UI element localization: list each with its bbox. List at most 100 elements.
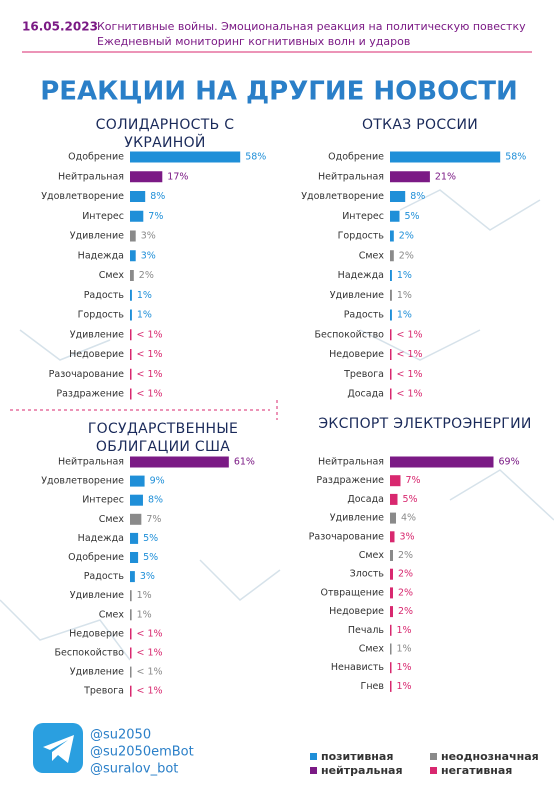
bar	[130, 609, 132, 621]
bar	[130, 571, 135, 583]
category-label: Смех	[359, 250, 385, 261]
bar	[390, 643, 392, 655]
category-label: Удивление	[70, 231, 124, 242]
category-label: Печаль	[348, 625, 384, 636]
value-label: 3%	[141, 231, 156, 242]
category-label: Тревога	[83, 686, 124, 697]
value-label: 58%	[505, 152, 526, 163]
bar	[390, 475, 401, 487]
value-label: 58%	[245, 152, 266, 163]
bar	[390, 329, 392, 341]
chart-title: ЭКСПОРТ ЭЛЕКТРОЭНЕРГИИ	[318, 416, 532, 432]
bar	[130, 151, 241, 163]
value-label: 9%	[150, 476, 165, 487]
bar	[130, 210, 144, 222]
bar	[130, 475, 145, 487]
category-label: Смех	[359, 644, 385, 655]
value-label: < 1%	[397, 389, 423, 400]
bar	[390, 662, 392, 674]
bar	[130, 329, 132, 341]
handle[interactable]: @suralov_bot	[90, 762, 178, 777]
value-label: 8%	[150, 191, 165, 202]
bar	[390, 512, 396, 524]
category-label: Интерес	[82, 495, 124, 506]
value-label: 1%	[397, 662, 412, 673]
value-label: 2%	[398, 587, 413, 598]
value-label: 2%	[398, 606, 413, 617]
bar	[390, 191, 406, 202]
bar	[130, 368, 132, 380]
value-label: 7%	[146, 514, 161, 525]
category-label: Злость	[350, 569, 385, 580]
value-label: < 1%	[137, 667, 163, 678]
value-label: < 1%	[137, 389, 163, 400]
value-label: 8%	[148, 495, 163, 506]
value-label: < 1%	[397, 349, 423, 360]
value-label: 5%	[143, 533, 158, 544]
legend-swatch	[310, 753, 317, 760]
bar	[390, 171, 430, 183]
value-label: 17%	[167, 171, 188, 182]
category-label: Тревога	[343, 369, 384, 380]
category-label: Радость	[344, 310, 385, 321]
bar	[130, 270, 134, 281]
bar	[390, 230, 394, 242]
category-label: Беспокойство	[54, 648, 124, 659]
bar	[130, 628, 132, 640]
bar	[390, 587, 393, 599]
value-label: 7%	[406, 475, 421, 486]
bar	[130, 552, 139, 563]
bar	[130, 171, 163, 183]
value-label: 3%	[141, 250, 156, 261]
category-label: Смех	[99, 270, 125, 281]
category-label: Нейтральная	[58, 171, 124, 182]
bar	[390, 309, 392, 321]
legend-label: позитивная	[321, 750, 393, 763]
value-label: 69%	[499, 457, 520, 468]
category-label: Смех	[99, 514, 125, 525]
legend-swatch	[430, 753, 437, 760]
category-label: Недоверие	[69, 628, 124, 639]
bar	[390, 568, 393, 580]
value-label: < 1%	[397, 369, 423, 380]
handle[interactable]: @su2050	[90, 728, 151, 743]
category-label: Недоверие	[329, 349, 384, 360]
category-label: Смех	[359, 550, 385, 561]
bar	[390, 289, 392, 301]
bar	[130, 590, 132, 602]
bar	[390, 531, 395, 543]
telegram-plane	[43, 735, 74, 763]
value-label: 1%	[137, 310, 152, 321]
bar	[390, 210, 400, 222]
legend-swatch	[310, 767, 317, 774]
bar	[390, 493, 398, 505]
category-label: Смех	[99, 609, 125, 620]
main-title: РЕАКЦИИ НА ДРУГИЕ НОВОСТИ	[40, 77, 518, 107]
value-label: 7%	[148, 211, 163, 222]
category-label: Недоверие	[69, 349, 124, 360]
category-label: Интерес	[342, 211, 384, 222]
chart-title: ГОСУДАРСТВЕННЫЕ ОБЛИГАЦИИ США	[87, 421, 239, 455]
bar	[130, 191, 146, 202]
category-label: Интерес	[82, 211, 124, 222]
category-label: Удивление	[330, 513, 384, 524]
category-label: Надежда	[78, 250, 124, 261]
value-label: 2%	[399, 231, 414, 242]
chart-title: ОТКАЗ РОССИИ	[361, 117, 479, 133]
category-label: Радость	[84, 290, 125, 301]
value-label: 61%	[234, 457, 255, 468]
value-label: 5%	[403, 494, 418, 505]
bar	[130, 685, 132, 697]
value-label: < 1%	[137, 686, 163, 697]
category-label: Беспокойство	[314, 329, 384, 340]
bar	[390, 388, 392, 400]
category-label: Радость	[84, 571, 125, 582]
category-label: Одобрение	[328, 152, 384, 163]
bar	[390, 550, 393, 561]
chart-title: СОЛИДАРНОСТЬ С УКРАИНОЙ	[95, 117, 235, 151]
category-label: Раздражение	[316, 475, 384, 486]
handle[interactable]: @su2050emBot	[90, 745, 194, 760]
value-label: 5%	[405, 211, 420, 222]
category-label: Раздражение	[56, 389, 124, 400]
